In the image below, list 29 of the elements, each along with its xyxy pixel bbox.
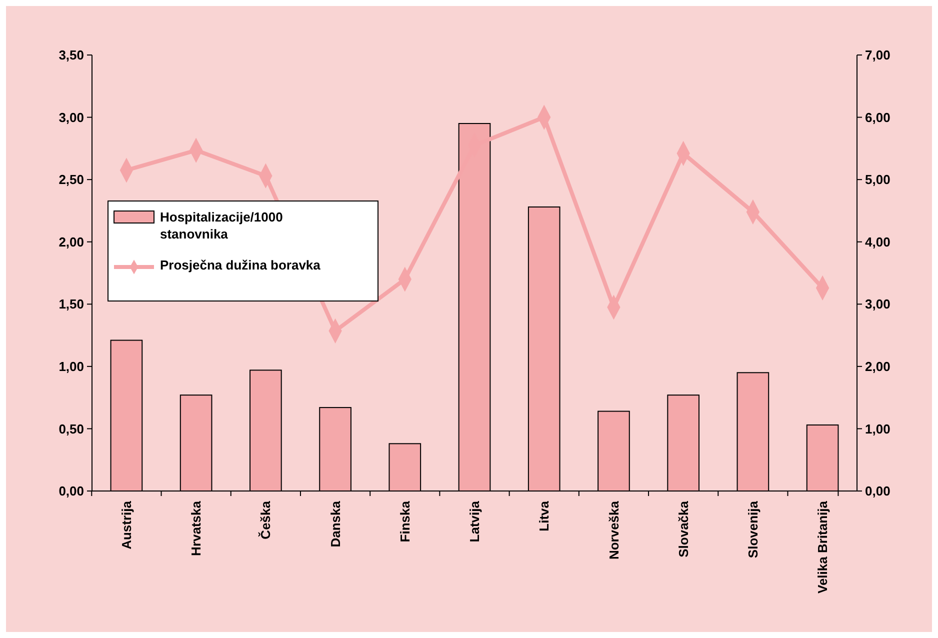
x-tick-label: Austrija (119, 500, 134, 550)
y2-tick-label: 4,00 (865, 234, 890, 250)
y2-tick-label: 3,00 (865, 296, 890, 312)
y-tick-label: 0,50 (58, 421, 84, 436)
x-tick-label: Slovenija (745, 500, 760, 558)
y2-tick-label: 1,00 (865, 421, 890, 436)
y2-tick-label: 5,00 (865, 172, 890, 188)
x-tick-label: Latvija (467, 500, 482, 542)
legend-label: Prosječna dužina boravka (160, 258, 322, 273)
y-tick-label: 3,50 (58, 48, 84, 63)
x-tick-label: Norveška (606, 500, 622, 560)
y2-tick-label: 6,00 (865, 110, 890, 125)
y-tick-label: 1,50 (58, 296, 84, 312)
y-tick-label: 2,50 (58, 172, 84, 188)
x-tick-label: Finska (397, 500, 412, 542)
y2-tick-label: 2,00 (865, 358, 890, 374)
x-tick-label: Danska (328, 500, 343, 548)
y-tick-label: 2,00 (58, 234, 84, 250)
y-tick-label: 3,00 (58, 110, 84, 125)
y2-tick-label: 7,00 (865, 48, 890, 63)
legend-label: Hospitalizacije/1000 stanovnika (160, 210, 283, 242)
x-tick-label: Hrvatska (188, 500, 204, 556)
x-tick-label: Slovačka (676, 500, 691, 558)
x-tick-label: Velika Britanija (815, 500, 830, 594)
x-tick-label: Litva (536, 500, 552, 532)
x-tick-label: Češka (258, 500, 274, 540)
y-tick-label: 0,00 (58, 484, 84, 499)
y-tick-label: 1,00 (58, 358, 84, 374)
y2-tick-label: 0,00 (865, 484, 890, 499)
